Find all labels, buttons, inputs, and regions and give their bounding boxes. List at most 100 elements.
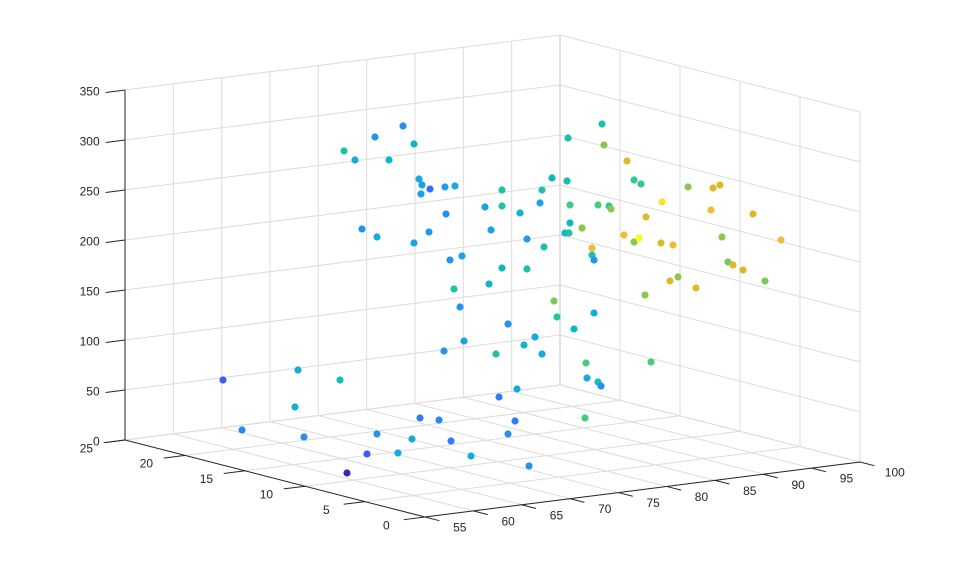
right-wall-grid-z (559, 134, 861, 213)
back-wall-grid-z (124, 34, 561, 91)
data-point (607, 205, 615, 213)
back-wall-grid-z (124, 134, 561, 191)
z-tick (105, 189, 126, 193)
data-point (441, 183, 449, 191)
data-point (435, 416, 443, 424)
data-point (669, 241, 677, 249)
data-point (492, 350, 500, 358)
data-point (588, 244, 596, 252)
data-point (578, 224, 586, 232)
y-tick-label: 15 (200, 472, 214, 486)
data-point (658, 198, 666, 206)
right-wall-grid-z (559, 184, 861, 263)
data-point (394, 449, 402, 457)
y-tick-label: 25 (80, 441, 94, 455)
data-point (536, 199, 544, 207)
right-wall-grid-z (559, 384, 861, 463)
data-point (642, 213, 650, 221)
z-tick-label: 350 (80, 85, 100, 99)
data-point (570, 325, 578, 333)
right-wall-grid-z (559, 84, 861, 163)
data-point (566, 201, 574, 209)
data-point (729, 261, 737, 269)
data-point (373, 233, 381, 241)
data-point (504, 320, 512, 328)
x-tick (666, 485, 682, 491)
data-point (594, 201, 602, 209)
floor-grid-y (304, 430, 741, 487)
x-tick-label: 100 (885, 466, 905, 480)
floor-grid-x (511, 390, 812, 469)
back-wall-grid-z (124, 184, 561, 241)
data-point (371, 133, 379, 141)
data-point (581, 414, 589, 422)
back-wall-grid-z (124, 334, 561, 391)
x-tick-label: 70 (598, 502, 612, 516)
data-point (300, 433, 308, 441)
x-tick-label: 90 (791, 478, 805, 492)
data-point (739, 266, 747, 274)
data-point (291, 403, 299, 411)
data-point (538, 186, 546, 194)
y-tick (343, 501, 366, 505)
back-wall-grid-z (124, 284, 561, 341)
z-tick (105, 139, 126, 143)
right-wall-grid-z (559, 234, 861, 313)
data-point (351, 156, 359, 164)
data-point (498, 186, 506, 194)
z-tick (105, 239, 126, 243)
x-tick-label: 95 (840, 472, 854, 486)
data-point (620, 231, 628, 239)
z-tick-label: 200 (80, 235, 100, 249)
data-point (598, 120, 606, 128)
y-tick (283, 485, 306, 490)
data-point (513, 385, 521, 393)
y-tick (223, 470, 246, 474)
grid-lines (124, 34, 861, 518)
y-tick (403, 516, 426, 521)
data-point (451, 182, 459, 190)
data-point (550, 297, 558, 305)
data-point (553, 313, 561, 321)
x-tick-label: 75 (646, 496, 660, 510)
data-point (446, 256, 454, 264)
data-point (641, 291, 649, 299)
data-point (637, 180, 645, 188)
data-point (630, 238, 638, 246)
data-point (563, 177, 571, 185)
data-point (238, 426, 246, 434)
floor-grid-y (244, 415, 681, 472)
data-point (548, 174, 556, 182)
floor-grid-x (269, 421, 571, 500)
y-tick (163, 454, 186, 459)
z-tick (105, 439, 126, 443)
data-point (590, 256, 598, 264)
right-wall-grid-z (559, 334, 861, 413)
data-point (458, 252, 466, 260)
right-wall-grid-z (559, 34, 861, 113)
z-tick-label: 250 (80, 185, 100, 199)
z-tick-label: 50 (86, 385, 100, 399)
data-point (540, 243, 548, 251)
data-point (447, 437, 455, 445)
y-tick-label: 5 (323, 503, 330, 517)
data-point (777, 236, 785, 244)
data-point (597, 382, 605, 390)
data-point (410, 140, 418, 148)
data-point (504, 430, 512, 438)
data-point (410, 239, 418, 247)
floor-grid-x (463, 396, 764, 475)
z-tick-label: 100 (80, 335, 100, 349)
data-point (590, 309, 598, 317)
x-tick (859, 461, 875, 467)
data-point (684, 183, 692, 191)
data-point (600, 141, 608, 149)
data-point (440, 347, 448, 355)
x-tick-label: 85 (743, 484, 757, 498)
y-tick-label: 10 (260, 488, 274, 502)
data-point (456, 303, 464, 311)
data-point (460, 337, 468, 345)
